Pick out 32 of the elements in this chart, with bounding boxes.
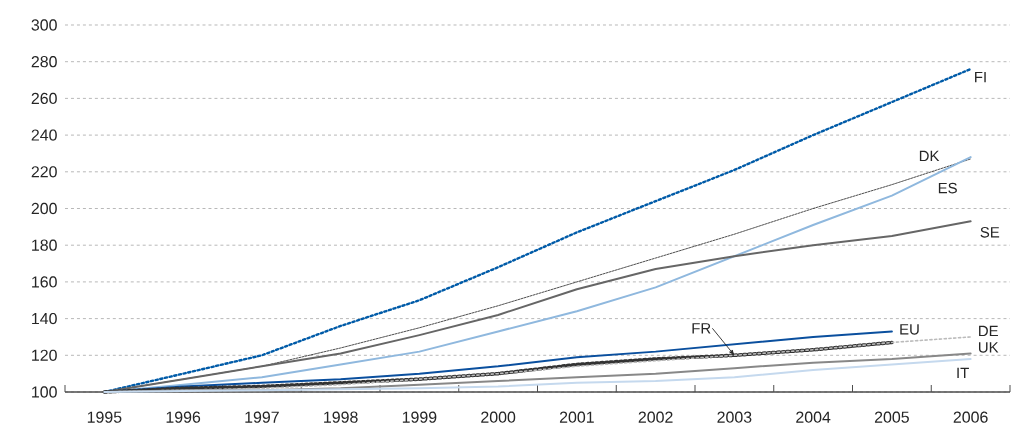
- x-tick-label: 2006: [953, 411, 988, 423]
- y-tick-label: 180: [32, 239, 57, 251]
- y-tick-label: 280: [31, 56, 57, 68]
- x-tick-label: 2000: [481, 411, 516, 423]
- y-tick-label: 140: [32, 312, 57, 325]
- series-label: SE: [980, 227, 1000, 238]
- x-tick-label: 1998: [324, 411, 358, 423]
- y-tick-label: 220: [31, 166, 57, 178]
- x-tick-label: 2004: [796, 411, 831, 423]
- x-tick-label: 2002: [638, 411, 673, 423]
- series-label: ES: [938, 182, 957, 194]
- x-tick-label: 2003: [717, 411, 752, 423]
- y-tick-label: 300: [31, 19, 57, 31]
- y-tick-label: 200: [31, 202, 57, 215]
- x-tick-label: 2001: [559, 411, 594, 423]
- y-tick-label: 160: [32, 276, 57, 288]
- series-label: IT: [957, 367, 969, 379]
- y-tick-label: 240: [31, 129, 57, 141]
- x-tick-label: 1999: [402, 411, 437, 423]
- series-label: FR: [692, 323, 711, 334]
- x-tick-label: 1995: [87, 411, 122, 423]
- x-tick-label: 1997: [245, 411, 279, 423]
- series-label: EU: [900, 324, 919, 335]
- series-label: FI: [975, 71, 986, 83]
- series-label: DK: [919, 150, 940, 162]
- y-tick-label: 260: [31, 92, 57, 105]
- y-tick-label: 100: [32, 386, 57, 398]
- x-tick-label: 2005: [874, 411, 909, 423]
- y-tick-label: 120: [32, 349, 57, 361]
- series-label: DE: [979, 325, 998, 337]
- series-label: UK: [978, 342, 999, 353]
- x-tick-label: 1996: [166, 411, 201, 423]
